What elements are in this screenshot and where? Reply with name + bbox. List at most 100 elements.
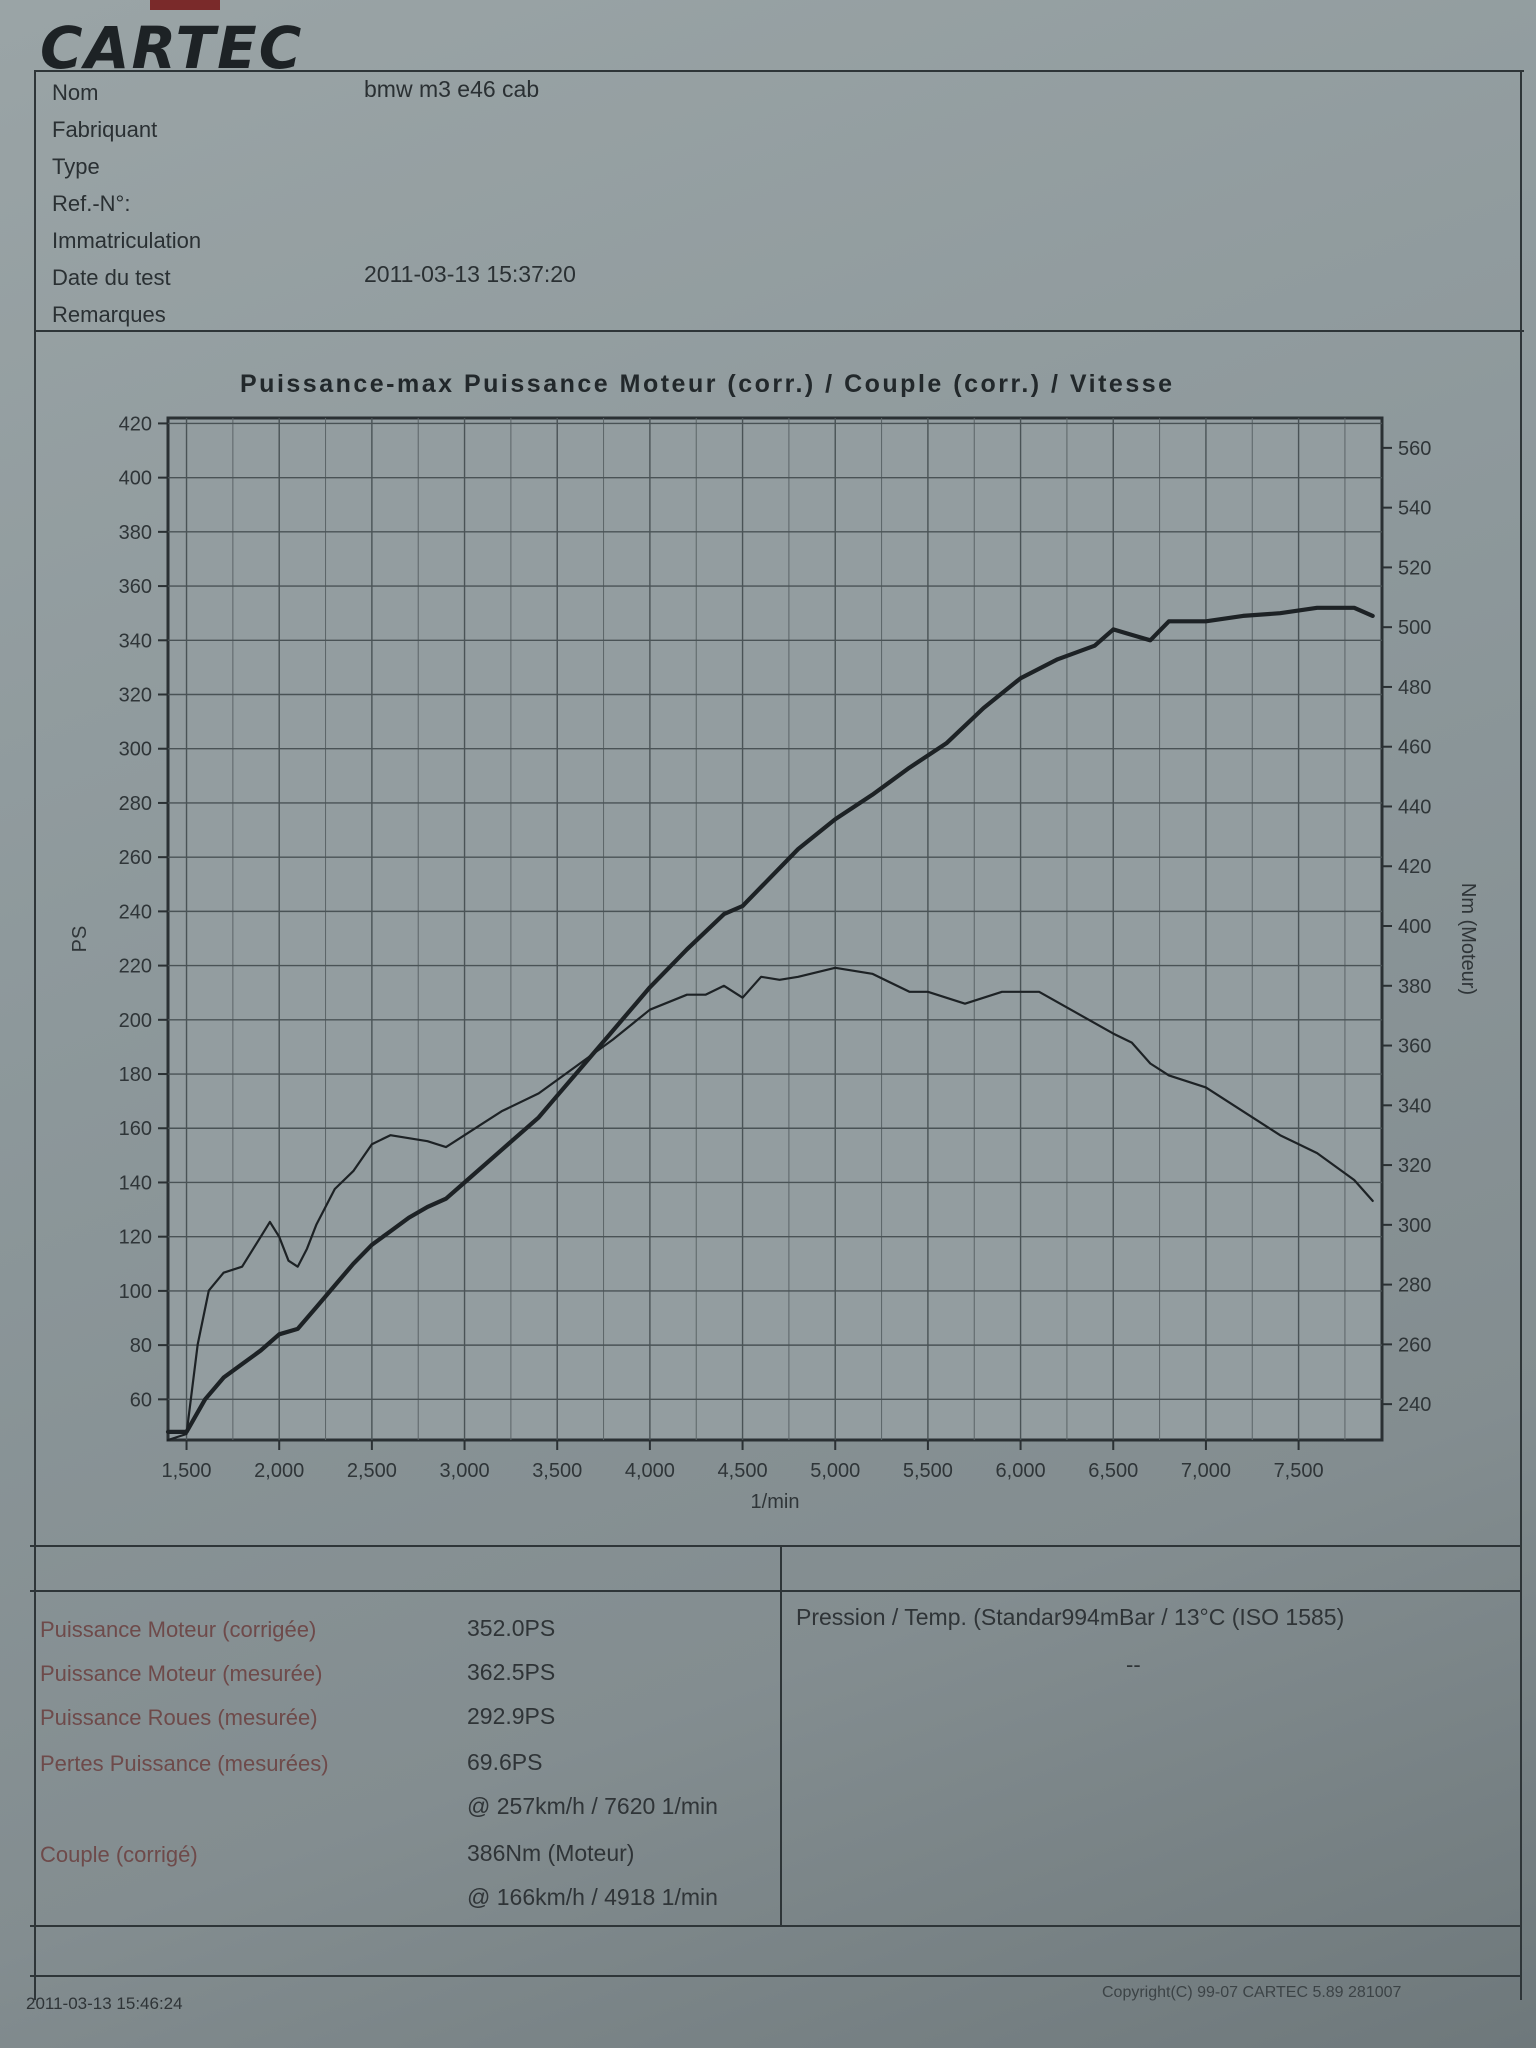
y-left-tick-label: 160	[119, 1118, 152, 1140]
info-label: Nom	[52, 80, 99, 105]
result-value: 386Nm (Moteur)	[467, 1840, 635, 1866]
result-label: Couple (corrigé)	[40, 1842, 198, 1867]
result-value: @ 166km/h / 4918 1/min	[467, 1884, 718, 1910]
y-left-axis-label: PS	[69, 926, 91, 953]
y-right-tick-label: 400	[1398, 916, 1431, 938]
x-tick-label: 7,500	[1274, 1460, 1324, 1482]
frame-mid-line	[34, 330, 1524, 332]
result-value: @ 257km/h / 7620 1/min	[467, 1793, 718, 1819]
x-tick-label: 3,500	[532, 1460, 582, 1482]
y-left-tick-label: 280	[119, 793, 152, 815]
y-left-tick-label: 260	[119, 847, 152, 869]
info-label: Type	[52, 154, 100, 179]
frame-top-line	[34, 70, 1524, 72]
x-tick-label: 1,500	[162, 1460, 212, 1482]
results-top-line	[30, 1545, 1520, 1547]
x-tick-label: 5,500	[903, 1460, 953, 1482]
vehicle-info: Nom bmw m3 e46 cab Fabriquant Type Ref.-…	[52, 76, 1452, 335]
dyno-chart: 1,500 2,000 2,500 3,000 3,500 4,000 4,500 5,000…	[69, 413, 1479, 1513]
y-left-tick-label: 180	[119, 1064, 152, 1086]
y-left-tick-label: 220	[119, 956, 152, 978]
y-right-tick-label: 440	[1398, 796, 1431, 818]
y-right-tick-label: 280	[1398, 1275, 1431, 1297]
info-label: Immatriculation	[52, 228, 202, 253]
y-left-tick-label: 380	[119, 522, 152, 544]
y-left-tick-label: 340	[119, 630, 152, 652]
result-value: 362.5PS	[467, 1659, 556, 1685]
frame-right-line	[1520, 70, 1522, 2000]
y-right-tick-label: 560	[1398, 438, 1431, 460]
x-tick-label: 6,000	[996, 1460, 1046, 1482]
y-left-tick-label: 420	[119, 413, 152, 435]
x-tick-label: 4,000	[625, 1460, 675, 1482]
y-right-tick-label: 420	[1398, 856, 1431, 878]
chart-title: Puissance-max Puissance Moteur (corr.) /…	[240, 370, 1175, 398]
y-left-tick-label: 400	[119, 468, 152, 490]
torque-curve	[166, 966, 1374, 1442]
result-label: Puissance Moteur (mesurée)	[40, 1661, 323, 1686]
y-right-tick-label: 380	[1398, 976, 1431, 998]
y-left-tick-label: 120	[119, 1227, 152, 1249]
logo-accent-bar	[150, 0, 220, 10]
y-right-tick-label: 460	[1398, 737, 1431, 759]
y-right-tick-label: 540	[1398, 498, 1431, 520]
info-row-remarques: Remarques	[52, 298, 1452, 335]
x-axis-label: 1/min	[751, 1491, 800, 1513]
info-row-fabriquant: Fabriquant	[52, 113, 1452, 150]
info-value: bmw m3 e46 cab	[364, 76, 540, 102]
result-label: Puissance Moteur (corrigée)	[40, 1617, 317, 1642]
info-label: Ref.-N°:	[52, 191, 131, 216]
y-left-tick-label: 140	[119, 1172, 152, 1194]
info-label: Fabriquant	[52, 117, 158, 142]
y-left-tick-label: 240	[119, 901, 152, 923]
result-value: 292.9PS	[467, 1703, 556, 1729]
y-right-tick-label: 260	[1398, 1334, 1431, 1356]
result-value: 352.0PS	[467, 1615, 556, 1641]
x-tick-label: 5,000	[810, 1460, 860, 1482]
y-right-tick-label: 480	[1398, 677, 1431, 699]
y-right-tick-label: 320	[1398, 1155, 1431, 1177]
y-right-tick-label: 240	[1398, 1394, 1431, 1416]
pression-temp: Pression / Temp. (Standar994mBar / 13°C …	[796, 1604, 1345, 1630]
info-row-type: Type	[52, 150, 1452, 187]
x-tick-label: 6,500	[1088, 1460, 1138, 1482]
results-divider	[780, 1545, 782, 1925]
power-curve	[165, 605, 1375, 1434]
y-right-tick-label: 520	[1398, 557, 1431, 579]
y-left-tick-label: 60	[130, 1389, 152, 1411]
y-left-tick-label: 80	[130, 1335, 152, 1357]
info-label: Date du test	[52, 265, 171, 290]
info-row-date: Date du test 2011-03-13 15:37:20	[52, 261, 1452, 298]
info-label: Remarques	[52, 302, 166, 327]
y-right-tick-label: 340	[1398, 1095, 1431, 1117]
pression-value: --	[1126, 1652, 1141, 1677]
y-right-tick-label: 500	[1398, 617, 1431, 639]
y-left-tick-label: 200	[119, 1010, 152, 1032]
y-left-tick-label: 320	[119, 685, 152, 707]
x-tick-label: 7,000	[1181, 1460, 1231, 1482]
result-value: 69.6PS	[467, 1749, 543, 1775]
result-label: Pertes Puissance (mesurées)	[40, 1751, 329, 1776]
footer-copyright: Copyright(C) 99-07 CARTEC 5.89 281007	[1102, 1984, 1402, 2001]
x-tick-label: 2,000	[254, 1460, 304, 1482]
plot-area	[166, 416, 1384, 1442]
footer-date: 2011-03-13 15:46:24	[26, 1994, 183, 2013]
y-right-tick-label: 360	[1398, 1036, 1431, 1058]
y-left-tick-label: 100	[119, 1281, 152, 1303]
info-row-immatriculation: Immatriculation	[52, 224, 1452, 261]
frame-left-line	[34, 70, 36, 2000]
y-left-tick-label: 300	[119, 739, 152, 761]
info-value: 2011-03-13 15:37:20	[364, 261, 576, 287]
results-header-line	[30, 1590, 1520, 1592]
footer-line	[30, 1975, 1520, 1977]
x-tick-label: 4,500	[718, 1460, 768, 1482]
x-tick-label: 3,000	[440, 1460, 490, 1482]
y-right-tick-label: 300	[1398, 1215, 1431, 1237]
info-row-ref: Ref.-N°:	[52, 187, 1452, 224]
info-row-nom: Nom bmw m3 e46 cab	[52, 76, 1452, 113]
result-label: Puissance Roues (mesurée)	[40, 1705, 318, 1730]
y-left-tick-label: 360	[119, 576, 152, 598]
x-tick-label: 2,500	[347, 1460, 397, 1482]
y-right-axis-label: Nm (Moteur)	[1457, 883, 1479, 995]
